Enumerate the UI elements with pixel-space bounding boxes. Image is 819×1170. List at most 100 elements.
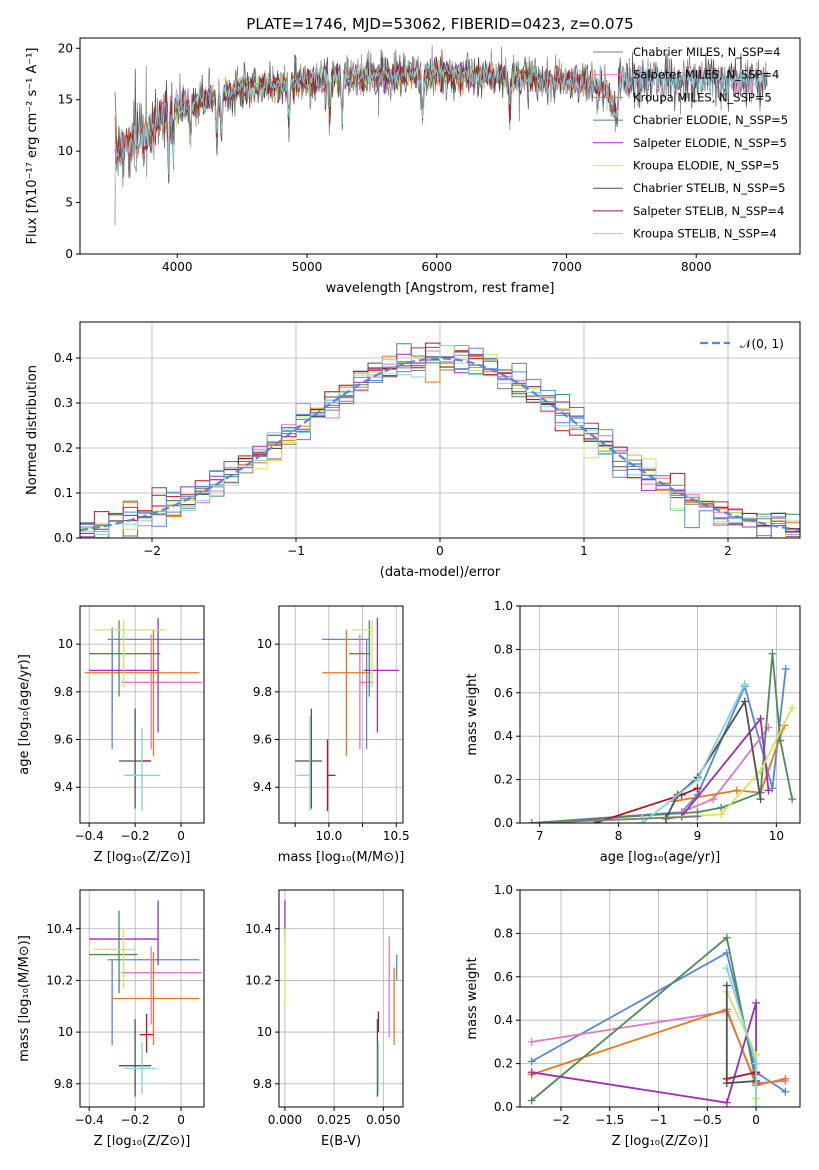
y-axis-label: mass weight: [465, 957, 480, 1039]
axes-frame: [278, 889, 404, 1108]
x-tick-label: 10: [769, 829, 784, 843]
panel-mw_vs_Z: −2 −1.5 −1 −0.5 0 0.0 0.2 0.4 0.6 0.8 1.0 Z [log₁₀(…: [465, 883, 801, 1149]
y-tick-label: 9.8: [54, 685, 73, 699]
y-tick-label: 9.4: [54, 780, 73, 794]
y-tick-label: 0.6: [494, 970, 513, 984]
x-tick-label: 0: [436, 544, 444, 558]
y-tick-label: 9.8: [253, 685, 272, 699]
plus-marker-salpeter_elodie: [752, 998, 761, 1007]
plus-marker-salpeter_stelib: [693, 784, 702, 793]
y-tick-label: 0.1: [54, 486, 73, 500]
y-tick-label: 0.2: [494, 1057, 513, 1071]
plus-marker-salpeter_miles: [527, 1037, 536, 1046]
plus-marker-kroupa_miles: [781, 1074, 790, 1083]
y-tick-label: 10: [257, 637, 272, 651]
y-tick-label: 0.0: [494, 1100, 513, 1114]
x-tick-label: 10.0: [316, 829, 343, 843]
legend-label: Kroupa MILES, N_SSP=5: [633, 90, 772, 104]
x-tick-label: −2: [143, 544, 161, 558]
panel-residuals: 𝒩(0, 1) −2 −1 0 1 2 0.0 0.1 0.2 0.3 0.4 (data-model…: [25, 321, 801, 580]
plus-marker-salpeter_elodie: [756, 714, 765, 723]
y-tick-label: 10: [58, 637, 73, 651]
axes-frame: [519, 605, 801, 824]
y-tick-label: 1.0: [494, 883, 513, 897]
x-tick-label: 4000: [162, 260, 193, 274]
plus-marker-chabrier_elodie: [788, 795, 797, 804]
x-tick-label: −0.4: [75, 1113, 104, 1127]
x-tick-label: 0.025: [317, 1113, 351, 1127]
y-tick-label: 10: [58, 144, 73, 158]
x-tick-label: 10.5: [383, 829, 410, 843]
y-tick-label: 9.4: [253, 780, 272, 794]
plus-marker-chabrier_elodie: [527, 1096, 536, 1105]
panel-mass_vs_Z: −0.4 −0.2 0 9.8 10 10.2 10.4 Z [log₁₀(Z/Z⊙)] mas…: [17, 889, 205, 1149]
y-tick-label: 0.2: [54, 441, 73, 455]
legend-label: Salpeter STELIB, N_SSP=4: [633, 204, 784, 218]
x-tick-label: 9: [694, 829, 702, 843]
plus-marker-kroupa_elodie: [717, 810, 726, 819]
x-tick-label: −0.2: [121, 829, 150, 843]
y-tick-label: 9.6: [54, 733, 73, 747]
plot-area-mw_vs_age: [527, 649, 797, 823]
y-axis-label: Normed distribution: [25, 365, 40, 495]
plus-marker-chabrier_miles: [527, 819, 536, 823]
y-tick-label: 0.6: [494, 686, 513, 700]
plus-marker-chabrier_miles: [693, 812, 702, 821]
y-tick-label: 0.2: [494, 773, 513, 787]
y-tick-label: 10.4: [245, 922, 272, 936]
plus-marker-chabrier_stelib: [740, 697, 749, 706]
x-tick-label: 7000: [551, 260, 582, 274]
plus-marker-kroupa_stelib: [752, 1059, 761, 1068]
plus-marker-chabrier_elodie: [768, 649, 777, 658]
y-tick-label: 0.4: [54, 351, 73, 365]
plus-marker-salpeter_elodie: [764, 786, 773, 795]
plot-area-age_vs_Z: [84, 617, 204, 812]
plot-area-spectrum: [114, 45, 768, 226]
y-axis-label: mass [log₁₀(M/M⊙)]: [17, 935, 32, 1062]
y-tick-label: 20: [58, 41, 73, 55]
legend-label: Chabrier STELIB, N_SSP=5: [633, 181, 785, 195]
plus-marker-salpeter_stelib: [722, 1074, 731, 1083]
plus-marker-chabrier_elodie: [776, 736, 785, 745]
x-tick-label: 0: [177, 829, 185, 843]
legend-label: Salpeter ELODIE, N_SSP=5: [633, 136, 787, 150]
x-tick-label: 8: [615, 829, 623, 843]
axes-frame: [79, 37, 801, 255]
figure-title: PLATE=1746, MJD=53062, FIBERID=0423, z=0…: [246, 15, 633, 33]
plot-area-residuals: [80, 342, 800, 538]
y-axis-label: age [log₁₀(age/yr)]: [17, 654, 32, 775]
y-tick-label: 10.2: [46, 973, 73, 987]
x-axis-label: age [log₁₀(age/yr)]: [600, 850, 721, 865]
panel-age_vs_Z: −0.4 −0.2 0 9.4 9.6 9.8 10 Z [log₁₀(Z/Z⊙)] age […: [17, 605, 205, 865]
x-axis-label: Z [log₁₀(Z/Z⊙)]: [94, 1134, 191, 1149]
mass-weight-line-chabrier_miles: [531, 815, 698, 823]
y-tick-label: 5: [65, 196, 73, 210]
x-axis-label: mass [log₁₀(M/M⊙)]: [278, 850, 405, 865]
plus-marker-kroupa_stelib: [638, 819, 647, 823]
y-tick-label: 10.2: [245, 973, 272, 987]
mass-weight-line-salpeter_stelib: [726, 1071, 757, 1080]
panel-mw_vs_age: 7 8 9 10 0.0 0.2 0.4 0.6 0.8 1.0 age [log₁₀(age/yr…: [465, 599, 801, 865]
y-tick-label: 9.8: [54, 1077, 73, 1091]
x-tick-label: 5000: [292, 260, 323, 274]
x-tick-label: 2: [724, 544, 732, 558]
plus-marker-salpeter_miles: [709, 795, 718, 804]
plus-marker-kroupa_stelib: [752, 1103, 761, 1107]
legend: 𝒩(0, 1): [700, 337, 784, 351]
x-tick-label: −0.4: [75, 829, 104, 843]
y-tick-label: 0.4: [494, 1013, 513, 1027]
spectrum-line-kroupa_stelib: [114, 60, 768, 183]
y-tick-label: 0: [65, 247, 73, 261]
mass-weight-line-salpeter_elodie: [531, 1002, 757, 1104]
x-tick-label: 8000: [681, 260, 712, 274]
plus-marker-blue: [781, 1087, 790, 1096]
plus-marker-kroupa_elodie: [788, 703, 797, 712]
legend-label: Chabrier MILES, N_SSP=4: [633, 45, 780, 59]
plus-marker-chabrier_elodie: [722, 933, 731, 942]
plus-marker-chabrier_stelib: [756, 795, 765, 804]
y-tick-label: 0.4: [494, 729, 513, 743]
plus-marker-kroupa_miles: [732, 786, 741, 795]
legend-label: Kroupa STELIB, N_SSP=4: [633, 227, 777, 241]
y-tick-label: 0.0: [494, 816, 513, 830]
x-tick-label: 0.000: [268, 1113, 302, 1127]
